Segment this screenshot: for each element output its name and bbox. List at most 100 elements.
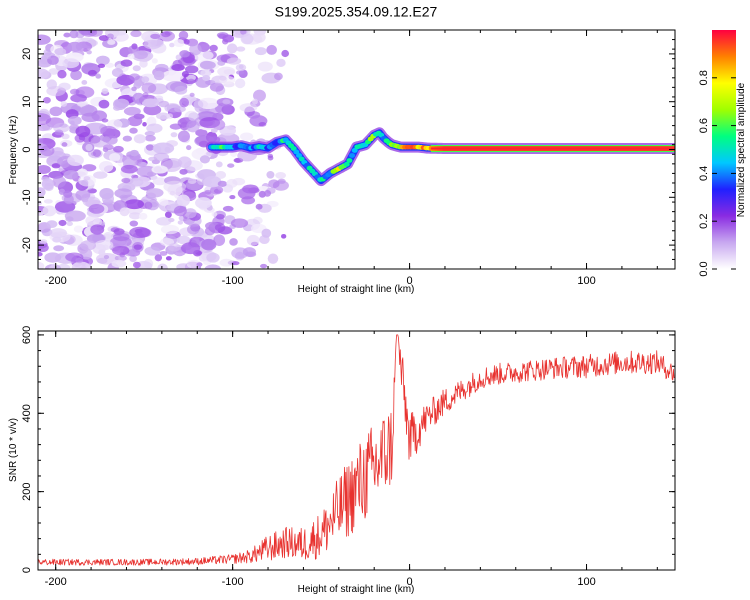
- spectrogram-noise-blob: [107, 39, 116, 45]
- spectrogram-noise-blob: [177, 130, 190, 143]
- spectrogram-noise-blob: [38, 200, 43, 206]
- spectrogram-noise-blob: [237, 187, 256, 200]
- spectrogram-noise-blob: [67, 41, 83, 52]
- spectrogram-noise-blob: [246, 234, 260, 246]
- spectrogram-noise-blob: [158, 100, 170, 108]
- spectrogram-noise-blob: [41, 178, 55, 190]
- spectrogram-noise-blob: [53, 245, 65, 252]
- spectrogram-noise-blob: [168, 217, 175, 223]
- spectrogram-noise-blob: [38, 113, 52, 126]
- spectrogram-noise-blob: [73, 225, 84, 233]
- snr-x-tick-label: 0: [407, 576, 413, 588]
- spectrogram-noise-blob: [69, 30, 79, 39]
- spectrogram-noise-blob: [98, 99, 110, 109]
- spectrogram-noise-blob: [189, 92, 195, 97]
- spectrogram-noise-blob: [120, 59, 133, 67]
- spectrogram-noise-blob: [57, 263, 71, 269]
- spectrogram-noise-blob: [164, 211, 172, 219]
- snr-x-tick-label: -200: [45, 576, 67, 588]
- spectrogram-noise-blob: [229, 194, 236, 200]
- spectrogram-noise-blob: [173, 205, 187, 217]
- colorbar-ticks: 0.0 0.2 0.4 0.6 0.8: [698, 70, 736, 277]
- spectrogram-noise-blob: [142, 92, 149, 98]
- spectrogram-noise-blob: [49, 228, 68, 239]
- spectrogram-noise-blob: [101, 118, 109, 123]
- spectrogram-noise-blob: [152, 142, 175, 155]
- spectrogram-noise-blob: [260, 263, 268, 269]
- spectrogram-noise-blob: [175, 54, 182, 61]
- spectrogram-noise-blob: [38, 165, 51, 174]
- spectrogram-noise-blob: [138, 212, 148, 220]
- spectrogram-noise-blob: [267, 153, 274, 159]
- spectrogram-noise-blob: [63, 190, 73, 198]
- spectrogram-noise-blob: [215, 170, 227, 179]
- spectrogram-noise-blob: [139, 59, 148, 68]
- spectrogram-noise-blob: [254, 47, 267, 56]
- spectrogram-noise-blob: [179, 50, 190, 58]
- spectrogram-noise: [38, 30, 290, 269]
- spectrogram-noise-blob: [119, 207, 130, 217]
- spectrogram-noise-blob: [261, 228, 272, 238]
- snr-frame: [37, 330, 676, 571]
- spectrogram-noise-blob: [210, 185, 224, 195]
- spectrogram-noise-blob: [177, 220, 184, 225]
- spectrogram-noise-blob: [151, 165, 168, 174]
- spectrogram-noise-blob: [48, 265, 57, 269]
- snr-x-tick-label: -100: [222, 576, 244, 588]
- spectrogram-noise-blob: [141, 30, 160, 42]
- spectrogram-noise-blob: [107, 33, 114, 39]
- spectrogram-x-tick-label: 100: [577, 275, 595, 287]
- spectrogram-noise-blob: [70, 69, 82, 81]
- spectrogram-noise-blob: [64, 210, 86, 222]
- spectrogram-noise-blob: [90, 224, 105, 235]
- spectrogram-noise-blob: [226, 178, 238, 188]
- spectrogram-noise-blob: [71, 261, 91, 269]
- spectrogram-noise-blob: [200, 69, 212, 77]
- spectrogram-noise-blob: [209, 44, 218, 52]
- spectrogram-noise-blob: [133, 113, 145, 120]
- spectrogram-noise-blob: [43, 199, 53, 204]
- spectrogram-noise-blob: [41, 54, 52, 60]
- spectrogram-noise-blob: [76, 101, 87, 107]
- spectrogram-noise-blob: [161, 31, 171, 38]
- spectrogram-y-tick-label: -10: [21, 189, 33, 205]
- spectrogram-noise-blob: [146, 188, 164, 198]
- spectrogram-noise-blob: [186, 145, 192, 151]
- spectrogram-noise-blob: [130, 30, 142, 38]
- spectrogram-noise-blob: [63, 32, 71, 38]
- spectrogram-noise-blob: [209, 82, 224, 92]
- spectrogram-noise-blob: [258, 122, 267, 127]
- spectrogram-noise-blob: [187, 224, 200, 235]
- spectrogram-noise-blob: [143, 104, 162, 116]
- spectrogram-ridge-cell: [351, 148, 358, 153]
- spectrogram-y-ticks: -20 -10 0 10 20: [21, 29, 675, 270]
- spectrogram-ridge: [205, 127, 675, 187]
- spectrogram-noise-blob: [58, 219, 67, 227]
- spectrogram-noise-blob: [176, 194, 190, 207]
- spectrogram-noise-blob: [86, 50, 92, 55]
- spectrogram-noise-blob: [183, 38, 190, 45]
- snr-y-ticks: 0 200 400 600: [21, 326, 675, 573]
- spectrogram-noise-blob: [213, 234, 226, 247]
- spectrogram-noise-blob: [111, 67, 124, 78]
- spectrogram-noise-blob: [236, 46, 246, 52]
- spectrogram-noise-blob: [276, 58, 286, 67]
- spectrogram-noise-blob: [131, 43, 138, 50]
- spectrogram-noise-blob: [66, 221, 73, 227]
- spectrogram-noise-blob: [131, 86, 137, 92]
- spectrogram-noise-blob: [62, 58, 80, 69]
- spectrogram-noise-blob: [38, 211, 44, 216]
- colorbar-label: Normalized spectral amplitude: [736, 82, 747, 217]
- spectrogram-noise-blob: [153, 70, 165, 81]
- spectrogram-noise-blob: [153, 152, 170, 162]
- colorbar-tick-label: 0.4: [698, 166, 710, 181]
- spectrogram-noise-blob: [222, 99, 231, 105]
- spectrogram-noise-blob: [195, 197, 212, 209]
- spectrogram-noise-blob: [67, 115, 82, 126]
- spectrogram-noise-blob: [181, 70, 189, 78]
- spectrogram-noise-blob: [141, 98, 160, 108]
- spectrogram-noise-blob: [196, 262, 203, 267]
- spectrogram-noise-blob: [52, 176, 67, 188]
- spectrogram-noise-blob: [133, 244, 143, 250]
